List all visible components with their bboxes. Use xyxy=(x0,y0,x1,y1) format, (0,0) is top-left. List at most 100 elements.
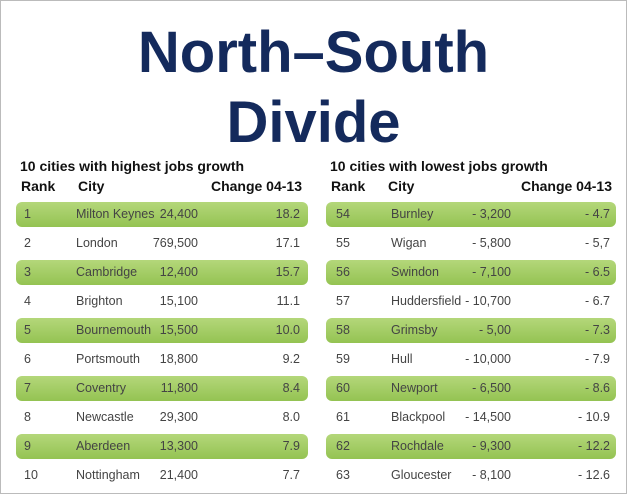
city: Milton Keynes xyxy=(76,207,155,221)
rank: 59 xyxy=(336,352,350,366)
change: - 5,800 xyxy=(472,236,511,250)
percent: 18.2 xyxy=(275,207,300,221)
city: Gloucester xyxy=(391,468,452,482)
table-row: 60 Newport - 6,500 - 8.6 xyxy=(326,376,616,401)
percent: 7.7 xyxy=(282,468,300,482)
title: North–South xyxy=(137,20,490,85)
change: 11,800 xyxy=(160,381,198,395)
rank: 6 xyxy=(24,352,31,366)
city: Nottingham xyxy=(76,468,140,482)
change: - 14,500 xyxy=(465,410,511,424)
city: Grimsby xyxy=(391,323,438,337)
change: 15,500 xyxy=(159,323,198,337)
city: Bournemouth xyxy=(76,323,152,337)
city: Cambridge xyxy=(76,265,138,279)
table-row: 58 Grimsby - 5,00 - 7.3 xyxy=(326,318,616,343)
table-row: 61 Blackpool - 14,500 - 10.9 xyxy=(326,405,616,430)
table-row: 55 Wigan - 5,800 - 5,7 xyxy=(326,231,616,256)
table-row: 3 Cambridge 12,400 15.7 xyxy=(16,260,308,285)
table-row: 56 Swindon - 7,100 - 6.5 xyxy=(326,260,616,285)
table-row: 62 Rochdale - 9,300 - 12.2 xyxy=(326,434,616,459)
percent: 15.7 xyxy=(275,265,300,279)
rank: 7 xyxy=(24,381,31,395)
change: 18,800 xyxy=(159,352,198,366)
change: 21,400 xyxy=(159,468,198,482)
change: 15,100 xyxy=(159,294,198,308)
table-row: 63 Gloucester - 8,100 - 12.6 xyxy=(326,463,616,488)
percent: 8.0 xyxy=(282,410,300,424)
table-row: 6 Portsmouth 18,800 9.2 xyxy=(16,347,308,372)
change: - 8,100 xyxy=(472,468,511,482)
change: 769,500 xyxy=(152,236,198,250)
rank: 58 xyxy=(336,323,350,337)
percent: - 7.3 xyxy=(584,323,610,337)
city: Swindon xyxy=(391,265,439,279)
rank: 2 xyxy=(24,236,31,250)
rank: 57 xyxy=(336,294,350,308)
column-header: City xyxy=(388,178,415,194)
rank: 9 xyxy=(24,439,31,453)
percent: 17.1 xyxy=(275,236,300,250)
table-row: 2 London 769,500 17.1 xyxy=(16,231,308,256)
column-header: Change 04-13 xyxy=(520,178,612,194)
table-row: 1 Milton Keynes 24,400 18.2 xyxy=(16,202,308,227)
city: Blackpool xyxy=(391,410,446,424)
table-caption: 10 cities with lowest jobs growth xyxy=(330,158,548,174)
change: - 6,500 xyxy=(472,381,511,395)
city: Rochdale xyxy=(391,439,444,453)
percent: 7.9 xyxy=(282,439,300,453)
rank: 63 xyxy=(336,468,350,482)
percent: - 12.6 xyxy=(578,468,610,482)
rank: 61 xyxy=(336,410,350,424)
rank: 54 xyxy=(336,207,350,221)
table-row: 59 Hull - 10,000 - 7.9 xyxy=(326,347,616,372)
table-row: 8 Newcastle 29,300 8.0 xyxy=(16,405,308,430)
percent: - 5,7 xyxy=(584,236,610,250)
column-header: Change 04-13 xyxy=(210,178,302,194)
change: 29,300 xyxy=(159,410,198,424)
percent: - 6.7 xyxy=(584,294,610,308)
percent: - 4.7 xyxy=(584,207,610,221)
column-header: City xyxy=(78,178,105,194)
city: Hull xyxy=(391,352,413,366)
table-row: 4 Brighton 15,100 11.1 xyxy=(16,289,308,314)
percent: 9.2 xyxy=(282,352,300,366)
city: Brighton xyxy=(76,294,123,308)
change: - 9,300 xyxy=(472,439,511,453)
city: Huddersfield xyxy=(391,294,462,308)
table-caption: 10 cities with highest jobs growth xyxy=(20,158,245,174)
column-header: Rank xyxy=(21,178,56,194)
rank: 4 xyxy=(24,294,31,308)
city: Wigan xyxy=(391,236,427,250)
change: - 3,200 xyxy=(472,207,511,221)
city: London xyxy=(76,236,118,250)
city: Burnley xyxy=(391,207,434,221)
rank: 56 xyxy=(336,265,350,279)
percent: 10.0 xyxy=(275,323,300,337)
change: - 10,700 xyxy=(465,294,511,308)
rank: 3 xyxy=(24,265,31,279)
rank: 55 xyxy=(336,236,350,250)
change: 13,300 xyxy=(159,439,198,453)
city: Newport xyxy=(391,381,438,395)
table-row: 54 Burnley - 3,200 - 4.7 xyxy=(326,202,616,227)
percent: - 12.2 xyxy=(578,439,610,453)
percent: - 10.9 xyxy=(578,410,610,424)
change: - 7,100 xyxy=(472,265,511,279)
change: 24,400 xyxy=(159,207,198,221)
city: Portsmouth xyxy=(76,352,140,366)
rank: 62 xyxy=(336,439,350,453)
rank: 10 xyxy=(24,468,38,482)
table-row: 9 Aberdeen 13,300 7.9 xyxy=(16,434,308,459)
rank: 5 xyxy=(24,323,31,337)
percent: 8.4 xyxy=(282,381,300,395)
table-row: 7 Coventry 11,800 8.4 xyxy=(16,376,308,401)
percent: 11.1 xyxy=(276,294,300,308)
table-row: 5 Bournemouth 15,500 10.0 xyxy=(16,318,308,343)
percent: - 8.6 xyxy=(584,381,610,395)
percent: - 7.9 xyxy=(584,352,610,366)
table-row: 57 Huddersfield - 10,700 - 6.7 xyxy=(326,289,616,314)
city: Aberdeen xyxy=(76,439,131,453)
city: Newcastle xyxy=(76,410,134,424)
